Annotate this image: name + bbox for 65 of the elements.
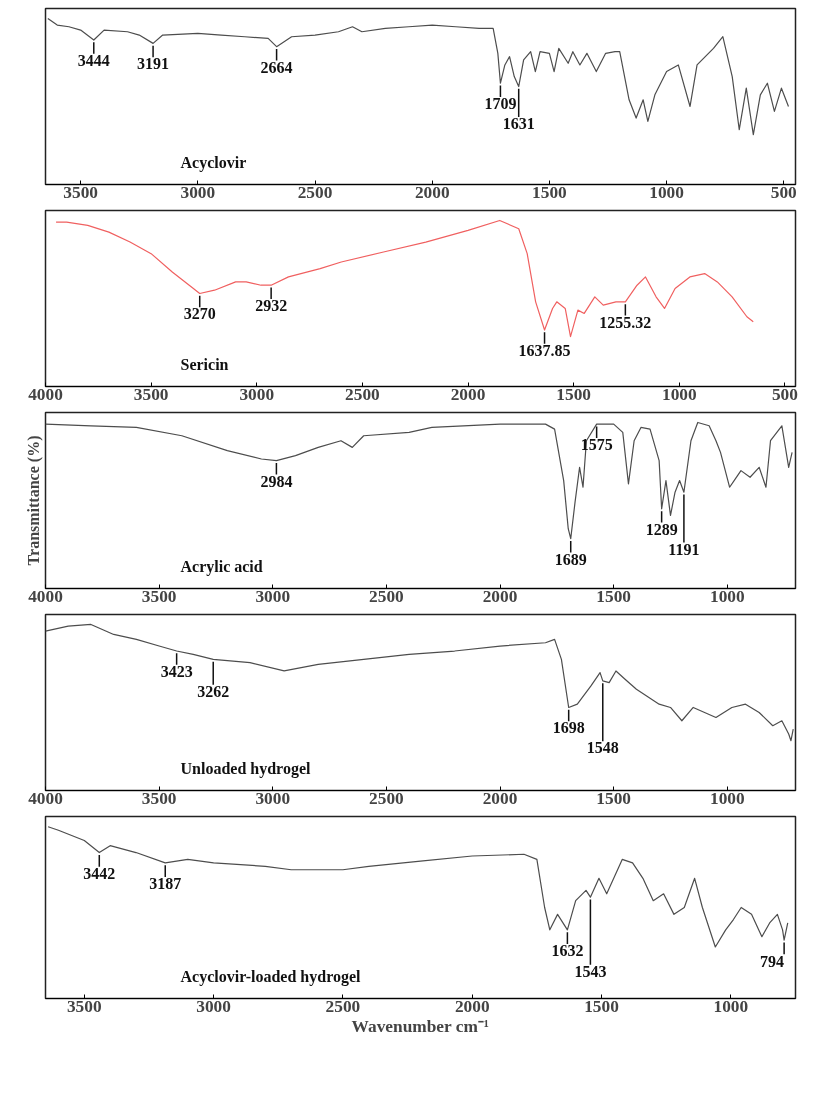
text: Acyclovir-loaded hydrogel [180,967,362,986]
x-tick-label: 2500 [369,788,404,808]
annotation: 1698 [552,719,585,737]
annotation: 2664 [260,58,293,76]
x-tick-label: 1500 [584,996,619,1016]
x-tick-label: 4000 [28,586,63,606]
x-tick-label: 1500 [596,586,632,606]
x-tick-label: 2000 [482,586,518,606]
x-tick-label: 1000 [709,586,745,606]
annotation: 1255.32 [599,313,652,331]
x-tick-label: 4000 [28,384,63,404]
x-tick-label: 3000 [180,182,216,202]
text: Acrylic acid [180,558,263,577]
y-axis-title: Transmittance (%) [24,435,43,566]
annotation: 1543 [574,962,607,980]
annotation: 3262 [197,682,230,700]
annotation: 1709 [484,95,517,113]
annotation: 1548 [586,739,619,757]
annotation: 3444 [77,51,110,69]
x-tick-label: 1500 [596,788,632,808]
annotation: 3191 [137,55,170,73]
x-tick-label: 2500 [369,586,404,606]
annotation: 3423 [160,662,193,680]
x-tick-label: 3000 [196,996,231,1016]
x-tick-label: 1000 [709,788,745,808]
x-tick-label: 1500 [556,384,591,404]
x-tick-label: 500 [770,182,797,202]
x-tick-label: 3500 [63,182,98,202]
x-tick-label: 1000 [661,384,697,404]
annotation: 1575 [580,436,613,454]
x-tick-label: 2000 [482,788,518,808]
x-tick-label: 2500 [345,384,380,404]
x-tick-label: 3500 [141,586,177,606]
x-tick-label: 1000 [713,996,749,1016]
annotation: 2932 [255,297,288,315]
x-tick-label: 500 [771,384,798,404]
x-tick-label: 4000 [28,788,63,808]
x-tick-label: 2000 [450,384,486,404]
text: Sericin [180,356,229,374]
annotation: 1191 [668,540,700,558]
annotation: 1632 [551,942,584,960]
x-tick-label: 3000 [255,586,291,606]
annotation: 3187 [149,875,182,893]
x-tick-label: 1000 [649,182,684,202]
annotation: 1631 [502,115,535,133]
x-tick-label: 3000 [239,384,275,404]
x-tick-label: 1500 [532,182,567,202]
x-tick-label: 2500 [325,996,361,1016]
annotation: 2984 [260,472,293,490]
x-tick-label: 2000 [454,996,490,1016]
annotation: 1637.85 [518,341,571,359]
text: Acyclovir [180,154,247,173]
x-tick-label: 3500 [66,996,102,1016]
x-tick-label: 2500 [297,182,333,202]
annotation: 1289 [645,520,678,538]
x-tick-label: 3500 [133,384,169,404]
annotation: 794 [760,952,785,970]
x-tick-label: 2000 [414,182,450,202]
annotation: 3442 [83,865,116,883]
annotation: 1689 [554,550,587,568]
x-tick-label: 3500 [141,788,177,808]
x-axis-title: Wavenumber cm⁻¹ [351,1016,490,1036]
x-tick-label: 3000 [255,788,291,808]
annotation: 3270 [183,305,216,323]
text: Unloaded hydrogel [180,760,312,779]
